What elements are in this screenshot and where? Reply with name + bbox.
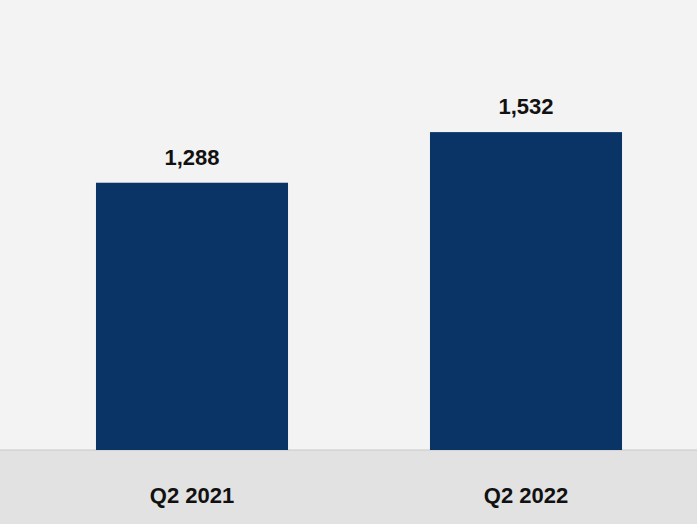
category-label: Q2 2022 (484, 483, 568, 508)
chart-svg: 1,288 Q2 2021 1,532 Q2 2022 (0, 0, 697, 524)
bar (96, 183, 288, 450)
bar (430, 132, 622, 450)
chart-container: 1,288 Q2 2021 1,532 Q2 2022 (0, 0, 697, 524)
background (0, 0, 697, 524)
bars (96, 132, 622, 450)
data-label: 1,532 (498, 94, 553, 119)
labels: 1,288 Q2 2021 1,532 Q2 2022 (150, 94, 568, 508)
category-band (0, 450, 697, 524)
data-label: 1,288 (164, 145, 219, 170)
category-label: Q2 2021 (150, 483, 234, 508)
